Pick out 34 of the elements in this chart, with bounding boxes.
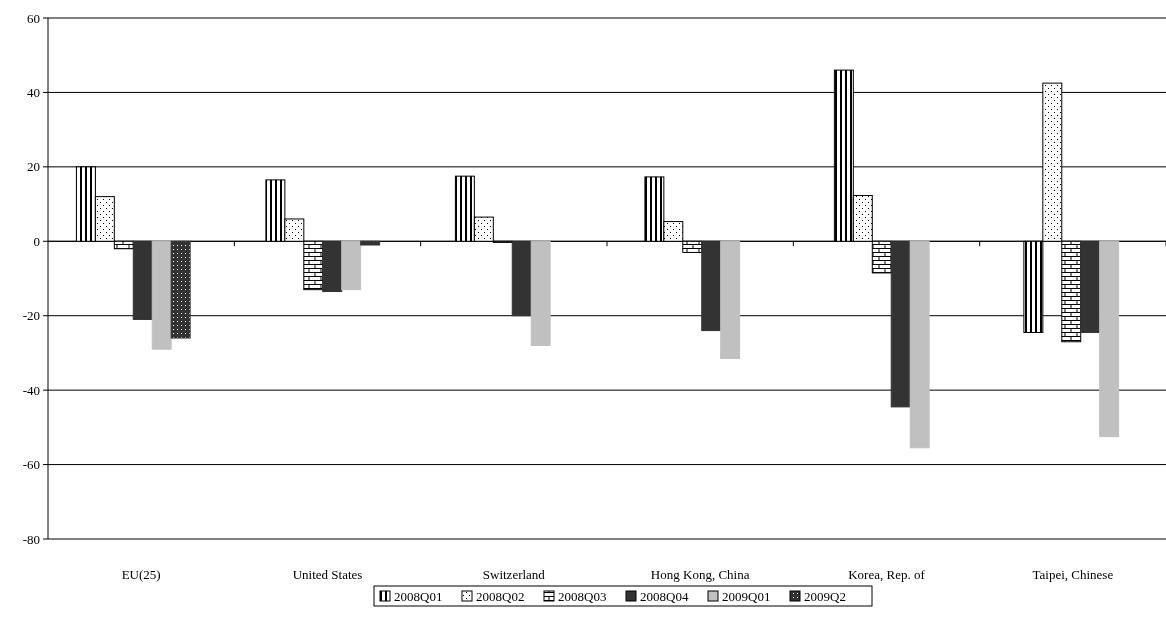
bar bbox=[909, 240, 930, 449]
bar bbox=[132, 240, 153, 320]
x-tick-label: Hong Kong, China bbox=[650, 567, 750, 582]
legend-label: 2008Q01 bbox=[394, 589, 443, 604]
bar bbox=[511, 240, 532, 317]
bar bbox=[530, 240, 551, 346]
legend-label: 2008Q02 bbox=[476, 589, 525, 604]
bar bbox=[701, 240, 722, 332]
legend-label: 2008Q03 bbox=[558, 589, 607, 604]
bar bbox=[170, 240, 191, 339]
legend-label: 2009Q01 bbox=[722, 589, 771, 604]
y-tick-label: -20 bbox=[22, 308, 40, 324]
y-tick-label: 40 bbox=[27, 84, 40, 100]
x-tick-label: EU(25) bbox=[121, 567, 161, 582]
legend-label: 2009Q2 bbox=[804, 589, 846, 604]
bar bbox=[322, 240, 343, 293]
bar bbox=[360, 240, 381, 246]
bar bbox=[720, 240, 741, 360]
y-tick-label: 0 bbox=[33, 233, 40, 249]
bar bbox=[341, 240, 362, 291]
bar bbox=[1099, 240, 1120, 438]
y-tick-label: 60 bbox=[27, 10, 40, 26]
y-tick-label: -40 bbox=[22, 382, 40, 398]
x-tick-label: Switzerland bbox=[482, 567, 546, 582]
x-tick-label: United States bbox=[292, 567, 363, 582]
x-tick-label: Taipei, Chinese bbox=[1032, 567, 1114, 582]
legend-label: 2008Q04 bbox=[640, 589, 689, 604]
x-tick-label: Korea, Rep. of bbox=[848, 567, 926, 582]
bar bbox=[151, 240, 172, 350]
bar bbox=[890, 240, 911, 408]
y-tick-label: -80 bbox=[22, 531, 40, 547]
y-tick-label: 20 bbox=[27, 159, 40, 175]
y-tick-label: -60 bbox=[22, 457, 40, 473]
bar bbox=[1080, 240, 1101, 333]
